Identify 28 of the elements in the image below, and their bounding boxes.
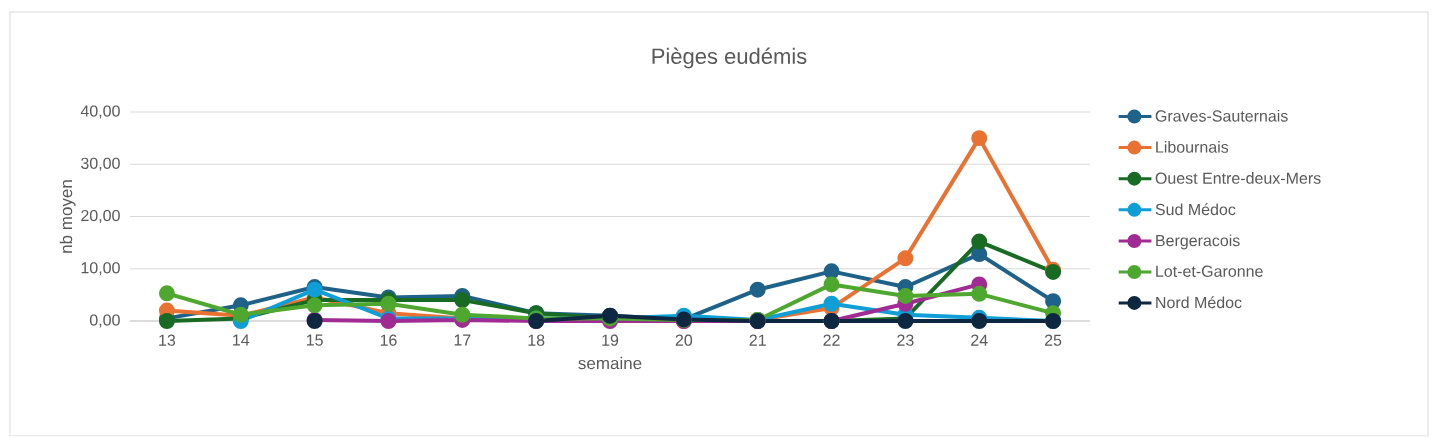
y-tick-label: 0,00 [89,314,120,328]
legend-label: Libournais [1156,141,1229,154]
chart-title: Pièges eudémis [652,47,807,69]
legend-label: Nord Médoc [1156,296,1242,309]
legend-label: Sud Médoc [1155,203,1236,216]
x-tick-label: 21 [749,334,766,346]
legend-label: Graves-Sauternais [1155,110,1288,122]
x-tick-label: 22 [823,334,840,346]
x-tick-label: 20 [675,334,693,347]
x-tick-label: 15 [306,334,323,346]
y-tick-label: 20,00 [81,210,120,224]
y-axis-title: nb moyen [59,180,76,253]
legend-label: Ouest Entre-deux-Mers [1155,172,1321,185]
y-tick-label: 40,00 [80,105,120,119]
x-tick-label: 18 [528,334,545,347]
x-tick-label: 23 [897,334,914,347]
x-tick-label: 19 [602,334,619,347]
x-tick-label: 25 [1044,334,1062,347]
legend-label: Bergeracois [1156,234,1240,250]
x-tick-label: 16 [380,334,397,347]
x-tick-label: 17 [454,334,471,346]
legend-label: Lot-et-Garonne [1156,265,1263,278]
y-tick-label: 30,00 [81,157,120,172]
x-axis-title: semaine [578,356,642,370]
x-tick-label: 14 [233,334,250,346]
y-tick-label: 10,00 [81,262,120,276]
x-tick-label: 24 [971,334,988,346]
x-tick-label: 13 [159,334,176,347]
